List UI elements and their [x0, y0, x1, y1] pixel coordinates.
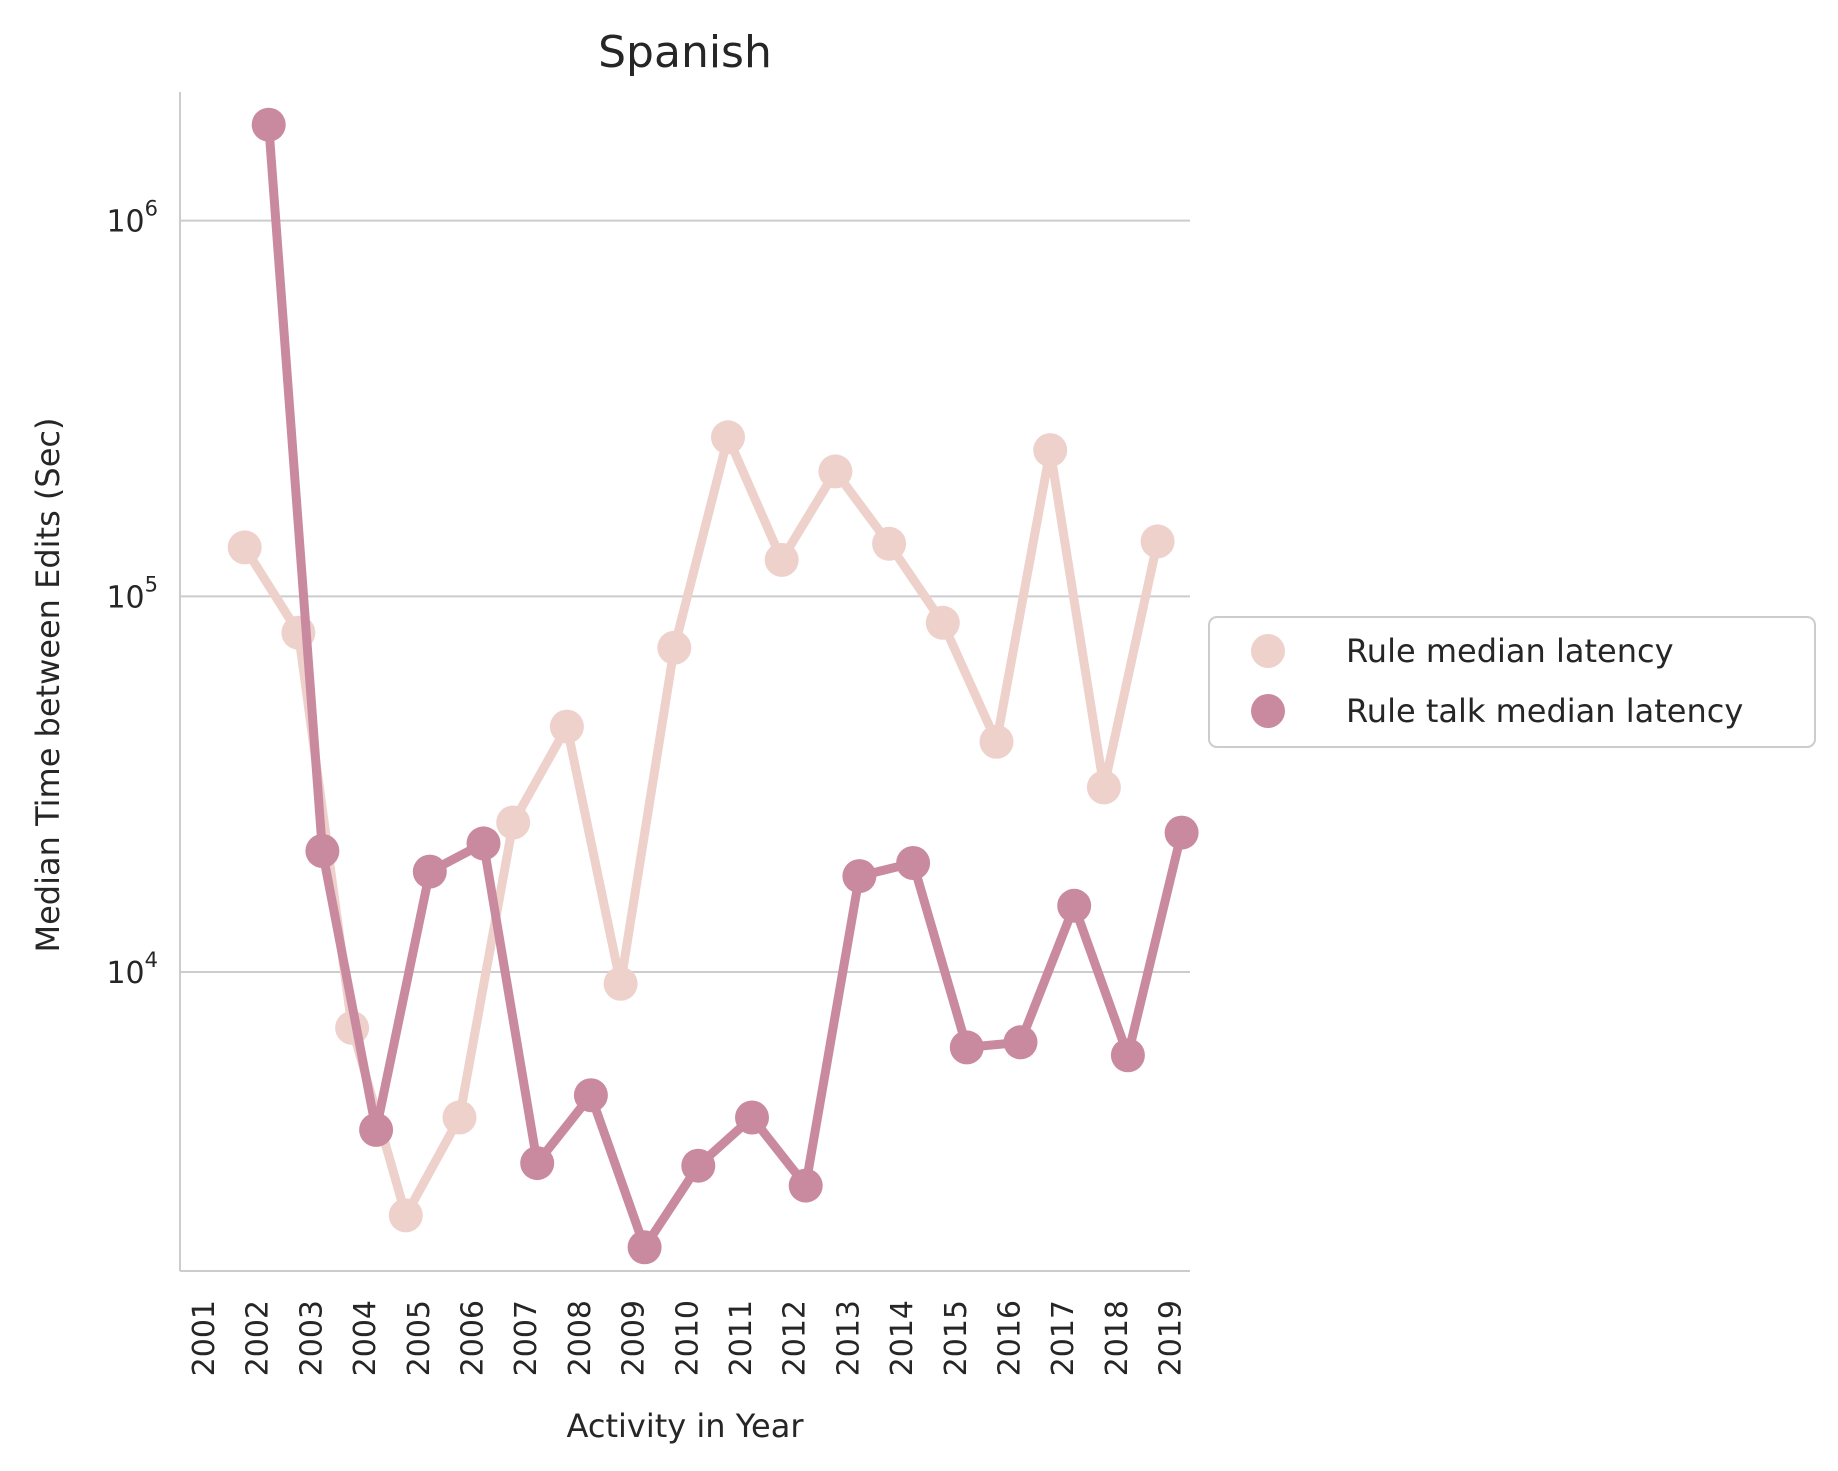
y-axis-title: Median Time between Edits (Sec) — [29, 418, 67, 953]
y-tick-label-0: 104 — [106, 948, 158, 991]
point-s1-2019 — [1164, 815, 1199, 850]
point-s0-2014 — [872, 526, 907, 561]
point-s0-2009 — [603, 966, 638, 1001]
x-tick-label-2004: 2004 — [348, 1300, 383, 1376]
legend-frame — [1208, 616, 1816, 748]
x-tick-label-2017: 2017 — [1046, 1300, 1081, 1376]
point-s1-2003 — [305, 834, 340, 868]
point-s1-2015 — [949, 1030, 984, 1065]
point-s0-2012 — [764, 542, 799, 577]
point-s0-2016 — [979, 724, 1014, 759]
legend: Rule median latency Rule talk median lat… — [1208, 616, 1816, 748]
x-tick-label-2003: 2003 — [294, 1300, 329, 1376]
legend-marker-rule-median-latency — [1251, 634, 1285, 668]
y-tick-label-2: 106 — [106, 197, 158, 240]
point-s1-2007 — [520, 1146, 555, 1181]
point-s1-2013 — [842, 859, 877, 894]
point-s1-2012 — [788, 1168, 823, 1203]
point-s0-2008 — [549, 709, 584, 744]
point-s0-2013 — [818, 454, 853, 489]
point-s0-2019 — [1140, 524, 1175, 559]
chart-title: Spanish — [598, 27, 772, 78]
x-tick-label-2008: 2008 — [563, 1300, 598, 1376]
point-s1-2017 — [1057, 888, 1092, 923]
point-s0-2011 — [711, 420, 745, 455]
series-line-0 — [240, 432, 1162, 1220]
x-tick-label-2010: 2010 — [670, 1300, 705, 1376]
point-s1-2016 — [1003, 1025, 1038, 1060]
x-tick-label-2018: 2018 — [1100, 1300, 1135, 1376]
x-tick-label-2006: 2006 — [456, 1300, 491, 1376]
point-s1-2010 — [681, 1148, 716, 1183]
point-s0-2006 — [442, 1100, 477, 1135]
point-s0-2002 — [227, 530, 262, 565]
legend-label-rule-median-latency: Rule median latency — [1346, 632, 1674, 670]
x-tick-label-2016: 2016 — [993, 1300, 1028, 1376]
x-tick-label-2002: 2002 — [241, 1300, 276, 1376]
legend-marker-rule-talk-median-latency — [1251, 694, 1285, 728]
series-1 — [251, 107, 1199, 1265]
legend-label-rule-talk-median-latency: Rule talk median latency — [1346, 692, 1743, 730]
x-tick-label-2014: 2014 — [885, 1300, 920, 1376]
point-s1-2011 — [735, 1100, 769, 1135]
y-tick-label-1: 105 — [106, 572, 158, 615]
x-tick-label-2001: 2001 — [187, 1300, 222, 1376]
x-tick-label-2009: 2009 — [617, 1300, 652, 1376]
point-s1-2009 — [627, 1230, 662, 1265]
point-s1-2006 — [466, 826, 501, 861]
point-s0-2007 — [496, 805, 531, 840]
y-tick-labels: 104 105 106 — [106, 197, 158, 991]
point-s1-2008 — [573, 1078, 608, 1113]
point-s0-2015 — [925, 605, 960, 640]
x-tick-labels: 2001 2002 2003 2004 2005 2006 2007 2008 2009 2010… — [187, 1300, 1189, 1376]
point-s1-2002 — [251, 107, 286, 142]
point-s1-2005 — [412, 854, 447, 889]
point-s0-2005 — [388, 1198, 423, 1233]
x-tick-label-2005: 2005 — [402, 1300, 437, 1376]
x-tick-label-2012: 2012 — [778, 1300, 813, 1376]
point-s0-2010 — [657, 630, 692, 665]
x-tick-label-2011: 2011 — [724, 1300, 759, 1376]
x-tick-label-2007: 2007 — [509, 1300, 544, 1376]
x-tick-label-2013: 2013 — [831, 1300, 866, 1376]
x-tick-label-2015: 2015 — [939, 1300, 974, 1376]
point-s0-2017 — [1033, 433, 1068, 468]
point-s1-2004 — [359, 1112, 394, 1147]
series-group — [227, 107, 1199, 1265]
series-0 — [227, 420, 1175, 1233]
point-s1-2014 — [896, 846, 931, 880]
point-s1-2018 — [1110, 1038, 1145, 1073]
series-line-1 — [264, 124, 1186, 1252]
x-tick-label-2019: 2019 — [1154, 1300, 1189, 1376]
x-axis-title: Activity in Year — [567, 1407, 805, 1445]
point-s0-2018 — [1086, 770, 1121, 805]
